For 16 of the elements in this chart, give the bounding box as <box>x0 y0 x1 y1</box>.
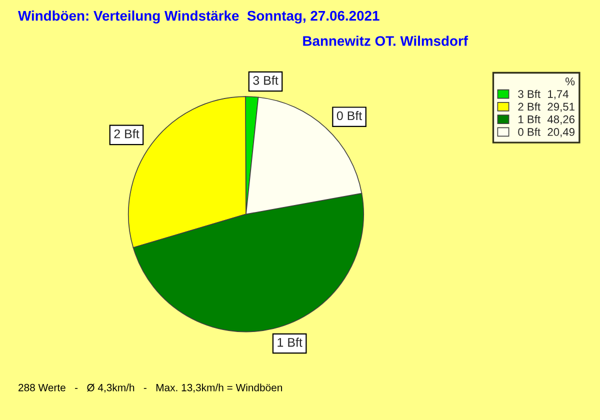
legend-label: 2 Bft <box>518 102 540 111</box>
chart-subtitle: Bannewitz OT. Wilmsdorf <box>303 36 468 46</box>
data-label: 29,51 <box>548 102 574 112</box>
legend-label: 0 Bft <box>518 128 540 136</box>
chart-title: Windböen: Verteilung Windstärke Sonntag, 27.06.2021 <box>18 10 380 24</box>
data-label: 48,26 <box>547 115 575 125</box>
text: 288 Werte - Ø 4,3km/h - Max. 13,3km/h = Windböen <box>18 384 282 393</box>
slice-label: 2 Bft <box>114 129 140 138</box>
data-label: 20,49 <box>548 128 574 138</box>
data-label: 1,74 <box>548 90 568 100</box>
legend-label: 3 Bft <box>518 90 540 98</box>
slice-label: 3 Bft <box>253 76 278 85</box>
slice-label: 0 Bft <box>336 111 362 120</box>
slice-label: 1 Bft <box>278 338 302 347</box>
legend-label: 1 Bft <box>518 115 540 124</box>
legend-title: % <box>566 78 575 86</box>
